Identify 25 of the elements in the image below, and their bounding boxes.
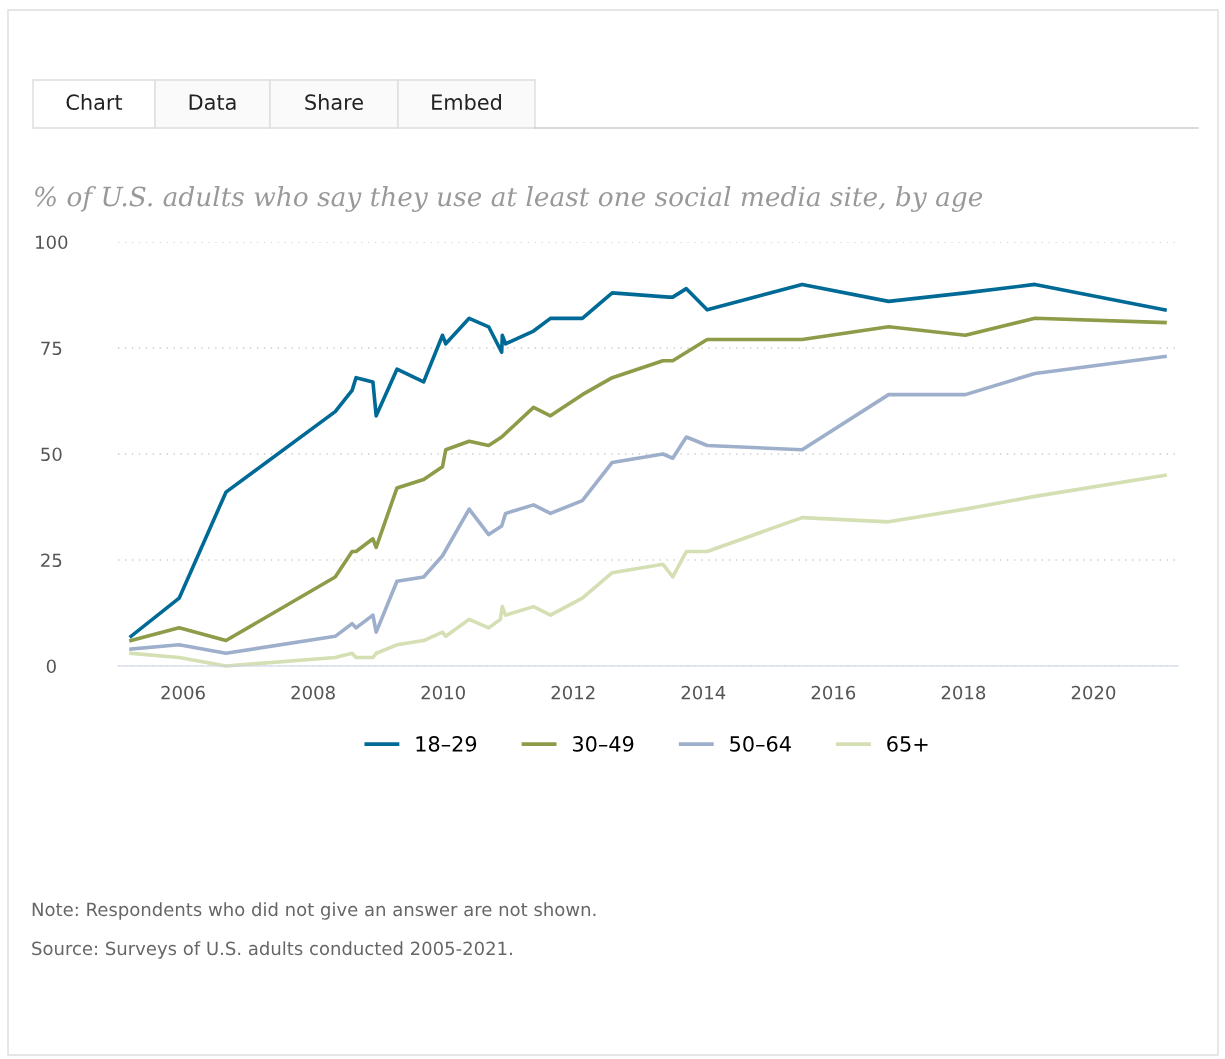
- text: Share: [305, 93, 363, 111]
- source-note: Source: Surveys of U.S. adults conducted 2005-2021.: [32, 941, 512, 959]
- legend-label: 50–64: [730, 736, 791, 752]
- x-tick-label: 2016: [811, 685, 856, 700]
- chart-title: % of U.S. adults who say they use at least one social media site, by age: [35, 186, 983, 212]
- y-tick-label: 50: [41, 447, 62, 462]
- x-tick-label: 2006: [161, 685, 205, 700]
- y-tick-label: 25: [41, 553, 62, 568]
- text: Chart: [66, 93, 123, 111]
- x-tick-label: 2014: [681, 685, 726, 700]
- y-tick-label: 100: [36, 235, 68, 250]
- legend-label: 30–49: [572, 736, 634, 752]
- text: Note: Respondents who did not give an answer are not shown.: [32, 902, 596, 920]
- text: Data: [189, 94, 236, 111]
- legend-label: 18–29: [416, 736, 477, 752]
- line-series: [129, 473, 1167, 668]
- legend-label: 65+: [887, 736, 928, 752]
- y-tick-label: 0: [46, 659, 56, 674]
- x-tick-label: 2020: [1071, 685, 1116, 700]
- y-tick-label: 75: [41, 341, 62, 356]
- text: Embed: [432, 93, 501, 111]
- x-tick-label: 2018: [941, 685, 986, 700]
- x-tick-label: 2008: [291, 685, 335, 700]
- x-tick-label: 2012: [551, 685, 595, 700]
- x-tick-label: 2010: [421, 685, 465, 700]
